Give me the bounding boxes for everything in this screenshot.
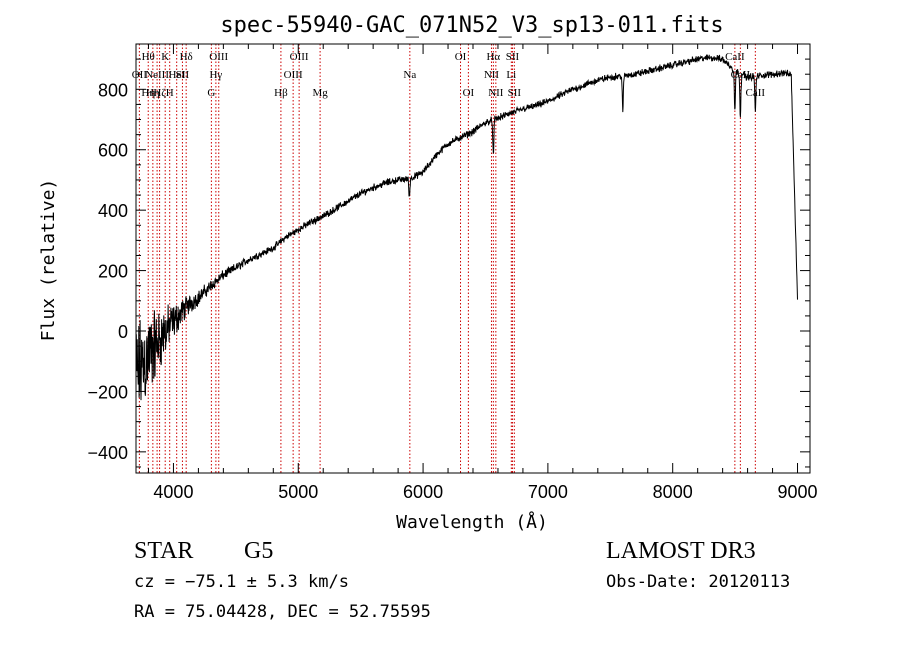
survey-label: LAMOST DR3 bbox=[606, 538, 756, 564]
y-tick-label: 200 bbox=[98, 262, 128, 282]
y-tick-label: 400 bbox=[98, 201, 128, 221]
y-tick-label: 600 bbox=[98, 141, 128, 161]
line-label: K bbox=[161, 51, 169, 63]
x-axis-label: Wavelength (Å) bbox=[396, 511, 548, 533]
x-tick-label: 9000 bbox=[777, 482, 817, 502]
y-tick-labels: −400 −200 0 200 400 600 800 bbox=[87, 80, 128, 463]
line-label: Hη bbox=[141, 87, 155, 99]
line-label: NeIII bbox=[145, 69, 169, 81]
x-tick-label: 4000 bbox=[153, 482, 193, 502]
line-label: Mg bbox=[312, 87, 328, 99]
plot-frame bbox=[135, 43, 811, 474]
line-label: Hζ bbox=[153, 87, 166, 99]
line-label: Hδ bbox=[180, 51, 193, 63]
line-label: H bbox=[166, 87, 174, 99]
line-label: OIII bbox=[209, 51, 228, 63]
line-label: G bbox=[207, 87, 215, 99]
line-label: Hη bbox=[146, 87, 160, 99]
x-tick-label: 6000 bbox=[403, 482, 443, 502]
plot-axes bbox=[135, 43, 811, 474]
y-tick-label: −200 bbox=[87, 382, 128, 402]
object-class: STAR bbox=[134, 538, 194, 564]
y-tick-label: −400 bbox=[87, 443, 128, 463]
x-tick-label: 5000 bbox=[278, 482, 318, 502]
line-label: NII bbox=[484, 69, 500, 81]
line-label: OIII bbox=[284, 69, 303, 81]
redshift-text: cz = −75.1 ± 5.3 km/s bbox=[134, 572, 349, 592]
line-label: OI bbox=[463, 87, 475, 99]
x-tick-label: 7000 bbox=[528, 482, 568, 502]
spectral-line-markers bbox=[138, 44, 756, 473]
line-label: Li bbox=[506, 69, 516, 81]
line-label: Hα bbox=[486, 51, 500, 63]
line-label: Hθ bbox=[142, 51, 155, 63]
coordinates-text: RA = 75.04428, DEC = 52.75595 bbox=[134, 602, 431, 622]
line-label: CaII bbox=[725, 51, 745, 63]
x-tick-label: 8000 bbox=[653, 482, 693, 502]
line-label: Hγ bbox=[209, 69, 222, 81]
spectral-line-labels: OIIHθHηHηNeIIIHζKHHeISIIHδGHγOIIIHβOIIIO… bbox=[132, 51, 766, 99]
x-tick-labels: 4000 5000 6000 7000 8000 9000 bbox=[153, 482, 817, 502]
object-subclass: G5 bbox=[244, 538, 274, 564]
line-label: NII bbox=[488, 87, 504, 99]
y-tick-label: 800 bbox=[98, 80, 128, 100]
y-tick-label: 0 bbox=[118, 322, 128, 342]
obs-date-text: Obs-Date: 20120113 bbox=[606, 572, 791, 592]
line-label: SII bbox=[176, 69, 190, 81]
chart-title: spec-55940-GAC_071N52_V3_sp13-011.fits bbox=[220, 13, 723, 38]
line-label: HeI bbox=[168, 69, 185, 81]
spectrum-line bbox=[135, 54, 798, 401]
y-axis-label: Flux (relative) bbox=[38, 179, 59, 342]
line-label: OI bbox=[455, 51, 467, 63]
line-label: Hβ bbox=[274, 87, 288, 99]
line-label: OIII bbox=[290, 51, 309, 63]
line-label: Na bbox=[403, 69, 416, 81]
line-label: SII bbox=[508, 87, 522, 99]
line-label: SII bbox=[506, 51, 520, 63]
